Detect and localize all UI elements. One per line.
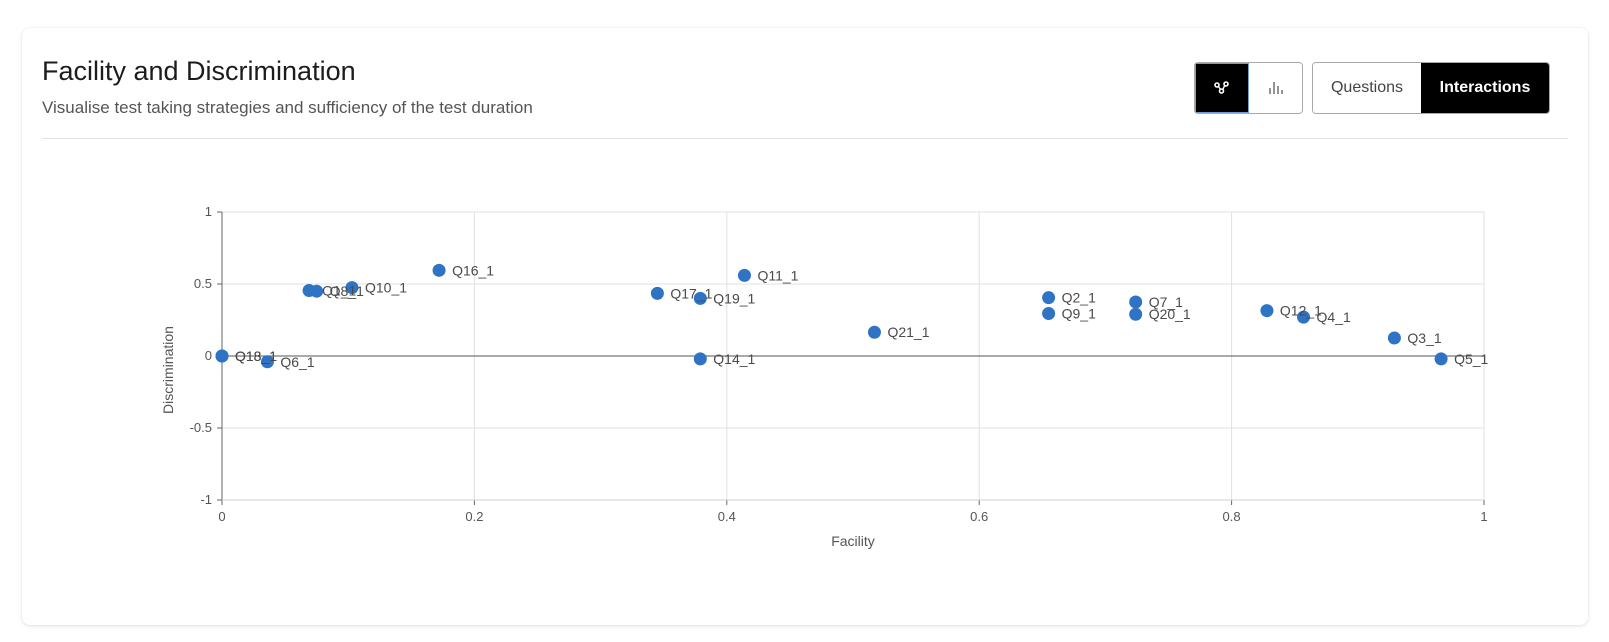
- data-point-label: Q8_1: [330, 283, 364, 299]
- x-tick-label: 0.2: [465, 509, 483, 524]
- x-tick-label: 0.4: [718, 509, 736, 524]
- x-tick-label: 0.6: [970, 509, 988, 524]
- facility-discrimination-card: Facility and Discrimination Visualise te…: [22, 28, 1588, 625]
- x-tick-label: 0.8: [1223, 509, 1241, 524]
- y-tick-label: 1: [205, 204, 212, 219]
- data-point-label: Q17_1: [670, 285, 712, 301]
- data-point-label: Q1_1: [322, 282, 356, 298]
- scatter-chart-icon: [1213, 81, 1229, 94]
- questions-button[interactable]: Questions: [1313, 63, 1421, 113]
- data-point: [1042, 291, 1056, 305]
- page-subtitle: Visualise test taking strategies and suf…: [42, 98, 533, 117]
- data-point-label: Q9_1: [1062, 306, 1096, 322]
- data-point-label: Q18_1: [235, 348, 277, 364]
- y-tick-label: -1: [200, 492, 212, 507]
- data-point-label: Q21_1: [887, 324, 929, 340]
- x-axis-label: Facility: [831, 533, 875, 549]
- data-point-label: Q12_1: [1280, 303, 1322, 319]
- view-toggle: Questions Interactions: [1312, 62, 1550, 114]
- data-point-label: Q5_1: [1454, 351, 1488, 367]
- interactions-button[interactable]: Interactions: [1421, 63, 1549, 113]
- data-point-label: Q13_1: [235, 348, 277, 364]
- data-point-label: Q2_1: [1062, 290, 1096, 306]
- data-point: [737, 268, 751, 282]
- chart-grid: [221, 211, 1485, 501]
- chart-points: [215, 263, 1448, 369]
- data-point-label: Q3_1: [1407, 330, 1441, 346]
- bar-chart-button[interactable]: [1248, 63, 1302, 113]
- data-point: [1260, 304, 1274, 318]
- data-point-label: Q10_1: [365, 280, 407, 296]
- data-point-label: Q16_1: [452, 262, 494, 278]
- data-point: [867, 325, 881, 339]
- data-point: [310, 284, 324, 298]
- chart-type-toggle: [1194, 62, 1303, 114]
- y-tick-label: 0: [205, 348, 212, 363]
- data-point: [693, 291, 707, 305]
- data-point: [1434, 352, 1448, 366]
- data-point: [260, 355, 274, 369]
- data-point-label: Q7_1: [1149, 294, 1183, 310]
- page-title: Facility and Discrimination: [42, 56, 356, 86]
- data-point: [1387, 331, 1401, 345]
- data-point-label: Q11_1: [757, 267, 798, 283]
- data-point-label: Q14_1: [713, 351, 755, 367]
- data-point-label: Q6_1: [280, 354, 314, 370]
- data-point-label: Q19_1: [713, 290, 755, 306]
- y-tick-label: -0.5: [190, 420, 212, 435]
- x-tick-label: 0: [218, 509, 225, 524]
- data-point: [1129, 295, 1143, 309]
- data-point-label: Q4_1: [1317, 309, 1351, 325]
- chart-axes: 0 0.2 0.4 0.6 0.8 1 1 0.5 0 -0.5 -1: [190, 204, 1488, 524]
- data-point: [432, 263, 446, 277]
- data-point-label: Q20_1: [1149, 306, 1191, 322]
- data-point: [215, 349, 229, 363]
- bar-chart-icon: [1269, 82, 1283, 94]
- x-tick-label: 1: [1480, 509, 1487, 524]
- data-point: [1297, 310, 1311, 324]
- data-point: [1129, 307, 1143, 321]
- data-point: [650, 286, 664, 300]
- data-point: [693, 352, 707, 366]
- y-axis-label: Discrimination: [160, 326, 176, 414]
- card-header: Facility and Discrimination Visualise te…: [42, 28, 1568, 139]
- scatter-chart-button[interactable]: [1195, 63, 1249, 113]
- data-point: [345, 281, 359, 295]
- data-point: [1042, 307, 1056, 321]
- y-tick-label: 0.5: [194, 276, 212, 291]
